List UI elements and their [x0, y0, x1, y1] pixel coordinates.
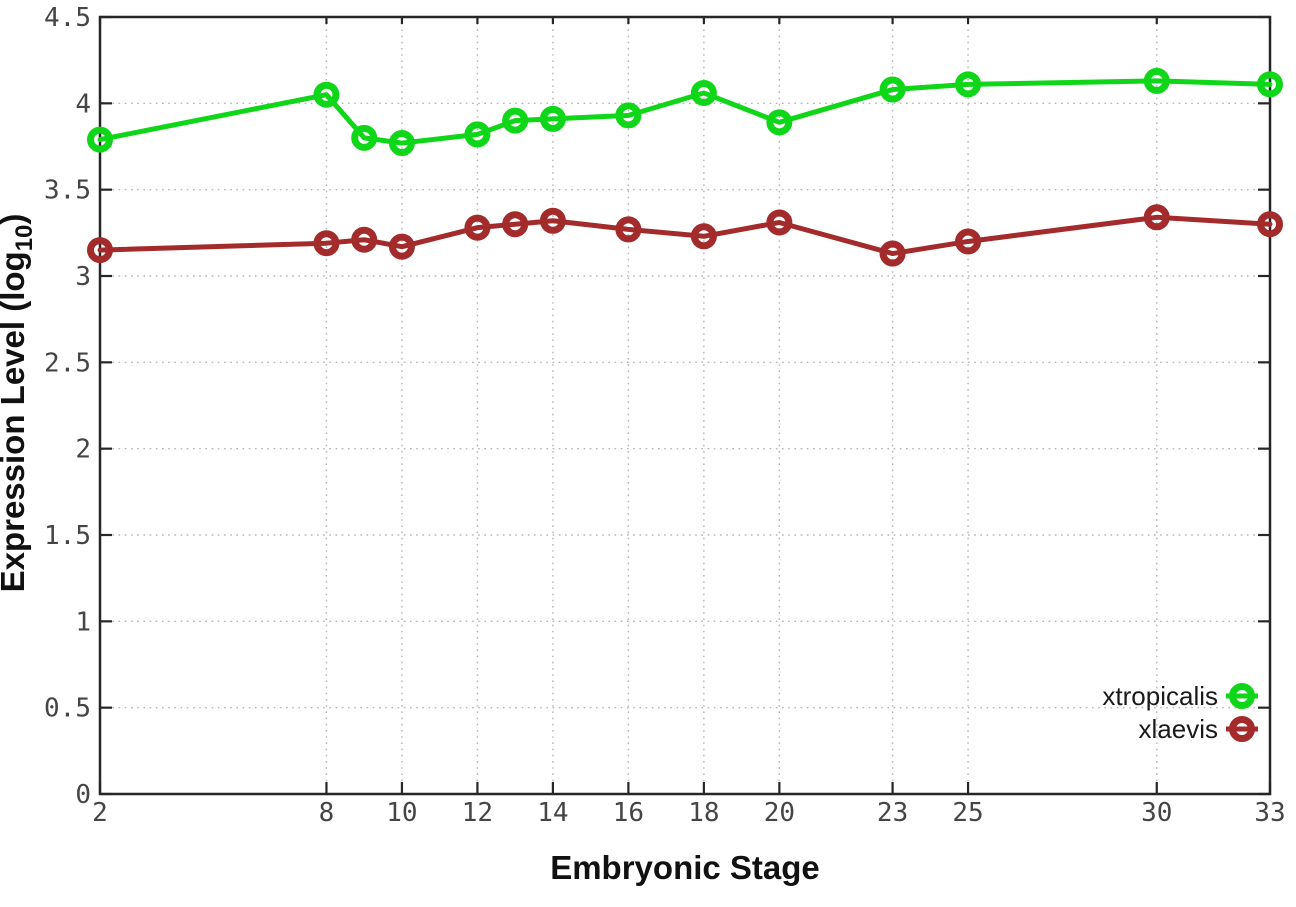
data-point: [1257, 211, 1283, 238]
x-tick-label: 8: [319, 798, 335, 828]
data-point: [766, 109, 793, 136]
data-point: [351, 226, 378, 253]
x-tick-label: 12: [462, 798, 493, 828]
data-point: [1143, 204, 1170, 231]
legend-entry-xlaevis: xlaevis: [1139, 714, 1258, 744]
plot-border: [98, 15, 1272, 796]
y-tick-label: 0.5: [44, 694, 91, 724]
x-tick-label: 10: [386, 798, 417, 828]
x-tick-label: 25: [952, 798, 983, 828]
y-axis-label: Expression Level (log10): [0, 214, 38, 593]
series-xtropicalis: [87, 67, 1283, 157]
data-point: [690, 79, 717, 106]
y-tick-label: 0: [75, 780, 91, 810]
x-tick-label: 2: [92, 798, 108, 828]
data-point: [351, 124, 378, 151]
legend-label: xtropicalis: [1102, 681, 1218, 711]
y-tick-label: 1.5: [44, 521, 91, 551]
legend-marker-sample: [1229, 716, 1255, 742]
data-point: [388, 233, 415, 260]
data-point: [955, 71, 982, 98]
x-tick-label: 23: [877, 798, 908, 828]
x-tick-label: 33: [1254, 798, 1285, 828]
legend-entry-xtropicalis: xtropicalis: [1102, 681, 1258, 711]
data-point: [539, 105, 566, 132]
data-point: [313, 230, 340, 257]
data-point: [464, 214, 491, 241]
data-point: [87, 126, 113, 153]
y-tick-label: 3.5: [44, 176, 91, 206]
data-point: [615, 216, 642, 243]
data-point: [539, 207, 566, 234]
tick-labels: 2 8 10 12 14 16 18 20 23 25 30 33 0 0.5 1 1.5 2 2.5 3 3.5 4 4…: [44, 3, 1286, 828]
data-point: [879, 76, 906, 103]
data-point: [690, 223, 717, 250]
data-point: [388, 130, 415, 157]
x-tick-label: 30: [1141, 798, 1172, 828]
legend-marker-sample: [1229, 683, 1255, 709]
x-axis-label: Embryonic Stage: [550, 849, 820, 886]
data-point: [615, 102, 642, 129]
data-point: [313, 81, 340, 108]
data-point: [1143, 67, 1170, 94]
y-tick-label: 2.5: [44, 348, 91, 378]
legend-label: xlaevis: [1139, 714, 1218, 744]
y-tick-label: 1: [75, 607, 91, 637]
y-tick-label: 3: [75, 262, 91, 292]
series-line: [97, 78, 1273, 146]
y-axis-label-text: Expression Level (log10): [0, 214, 38, 593]
y-tick-label: 2: [75, 435, 91, 465]
axis-ticks: [98, 15, 1272, 796]
series-xlaevis: [87, 204, 1283, 267]
x-tick-label: 16: [613, 798, 644, 828]
data-point: [955, 228, 982, 255]
y-tick-label: 4.5: [44, 3, 91, 33]
data-series: [87, 67, 1283, 267]
data-point: [502, 107, 529, 134]
y-tick-label: 4: [75, 89, 91, 119]
x-tick-label: 14: [537, 798, 568, 828]
data-point: [502, 211, 529, 238]
x-tick-label: 18: [688, 798, 719, 828]
series-line: [97, 214, 1273, 257]
data-point: [766, 209, 793, 236]
data-point: [1257, 71, 1283, 98]
data-point: [464, 121, 491, 148]
gridlines: [99, 16, 1271, 795]
x-tick-label: 20: [764, 798, 795, 828]
data-point: [87, 237, 113, 264]
data-point: [879, 240, 906, 267]
